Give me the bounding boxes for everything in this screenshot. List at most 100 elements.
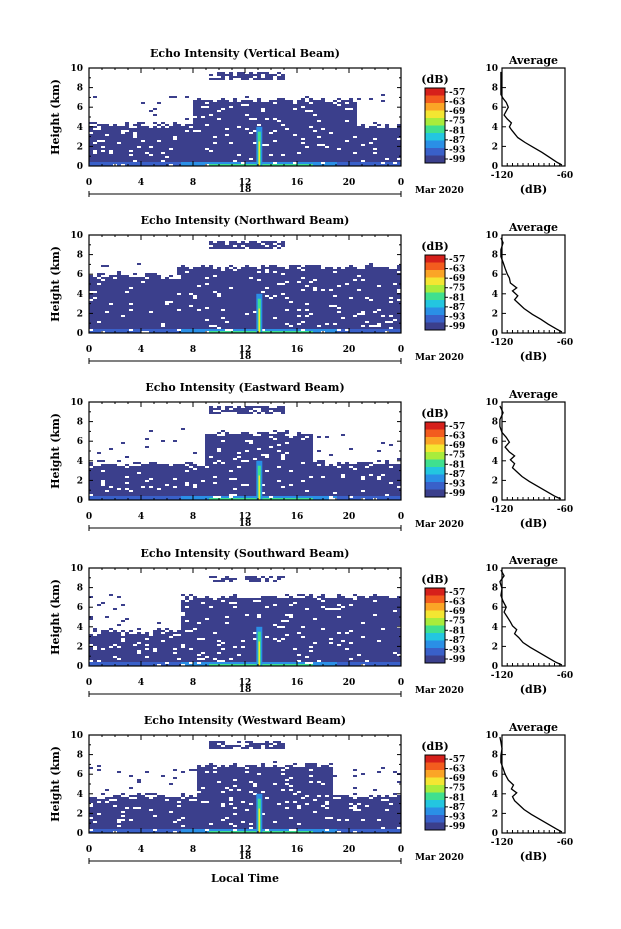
heatmap-cell — [253, 247, 257, 249]
heatmap-cell — [113, 311, 117, 313]
heatmap-cell — [301, 148, 305, 150]
heatmap-cell — [193, 319, 197, 321]
heatmap-cell — [373, 146, 377, 148]
heatmap-cell — [241, 303, 245, 305]
heatmap-cell — [233, 148, 237, 150]
heatmap-cell — [353, 299, 357, 301]
heatmap-cell — [305, 283, 309, 285]
heatmap-cell — [165, 305, 169, 307]
heatmap-cell — [185, 311, 189, 313]
heatmap-cell — [205, 112, 209, 114]
heatmap-cell — [109, 293, 113, 295]
heatmap-cell — [197, 140, 201, 142]
heatmap-cell — [309, 116, 313, 118]
heatmap-cell — [125, 154, 129, 156]
heatmap-cell — [293, 279, 297, 281]
heatmap-cell — [397, 160, 401, 162]
heatmap-cell — [253, 102, 257, 104]
heatmap-cell — [381, 313, 385, 315]
heatmap-cell — [249, 72, 253, 74]
heatmap-cell — [169, 285, 173, 287]
heatmap-cell — [353, 319, 357, 321]
heatmap-cell — [177, 152, 181, 154]
heatmap-cell — [381, 309, 385, 311]
heatmap-cell — [105, 297, 109, 299]
heatmap-cell — [289, 102, 293, 104]
heatmap-cell — [209, 247, 213, 249]
heatmap-cell — [385, 138, 389, 140]
heatmap-cell — [169, 287, 173, 289]
heatmap-cell — [269, 152, 273, 154]
heatmap-cell — [269, 309, 273, 311]
heatmap-cell — [169, 154, 173, 156]
heatmap-cell — [161, 279, 165, 281]
colorbar-segment — [425, 255, 445, 263]
heatmap-cell — [373, 289, 377, 291]
heatmap-cell — [337, 154, 341, 156]
heatmap-cell — [297, 158, 301, 160]
heatmap-cell — [297, 160, 301, 162]
heatmap-cell — [281, 295, 285, 297]
heatmap-cell — [309, 277, 313, 279]
heatmap-cell — [121, 156, 125, 158]
heatmap-cell — [129, 325, 133, 327]
heatmap-cell — [89, 307, 93, 309]
heatmap-cell — [117, 279, 121, 281]
heatmap-cell — [377, 156, 381, 158]
heatmap-cell — [253, 277, 257, 279]
heatmap-cell — [297, 269, 301, 271]
heatmap-cell — [269, 76, 273, 78]
heatmap-cell — [317, 297, 321, 299]
heatmap-cell — [173, 154, 177, 156]
heatmap-cell — [189, 158, 193, 160]
heatmap-cell — [365, 287, 369, 289]
heatmap-cell — [185, 136, 189, 138]
heatmap-cell — [89, 130, 93, 132]
heatmap-cell — [197, 116, 201, 118]
heatmap-cell — [249, 309, 253, 311]
heatmap-cell — [153, 134, 157, 136]
heatmap-cell — [321, 102, 325, 104]
heatmap-cell — [105, 295, 109, 297]
heatmap-cell — [229, 321, 233, 323]
heatmap-cell — [349, 132, 353, 134]
heatmap-cell — [309, 285, 313, 287]
heatmap-cell — [225, 136, 229, 138]
heatmap-cell — [325, 315, 329, 317]
heatmap-cell — [97, 494, 101, 496]
heatmap-cell — [357, 150, 361, 152]
colorbar-tick-label: -57 — [449, 255, 465, 265]
heatmap-cell — [293, 104, 297, 106]
heatmap-cell — [169, 291, 173, 293]
heatmap-cell — [385, 281, 389, 283]
heatmap-cell — [305, 128, 309, 130]
heatmap-cell — [365, 275, 369, 277]
heatmap-cell — [185, 140, 189, 142]
heatmap-cell — [337, 116, 341, 118]
heatmap-cell — [113, 148, 117, 150]
heatmap-cell — [189, 321, 193, 323]
heatmap-cell — [125, 299, 129, 301]
heatmap-cell — [109, 480, 113, 482]
heatmap-cell — [353, 148, 357, 150]
heatmap-cell — [337, 299, 341, 301]
heatmap-cell — [161, 162, 165, 164]
heatmap-cell — [241, 136, 245, 138]
heatmap-cell — [117, 160, 121, 162]
heatmap-cell — [397, 319, 401, 321]
heatmap-cell — [89, 331, 93, 333]
heatmap-cell — [345, 144, 349, 146]
heatmap-cell — [249, 311, 253, 313]
heatmap-cell — [169, 309, 173, 311]
heatmap-cell — [249, 275, 253, 277]
heatmap-cell — [229, 309, 233, 311]
heatmap-cell — [389, 273, 393, 275]
heatmap-cell — [193, 281, 197, 283]
heatmap-cell — [349, 271, 353, 273]
heatmap-cell — [177, 303, 181, 305]
heatmap-cell — [345, 319, 349, 321]
heatmap-cell — [325, 285, 329, 287]
heatmap-cell — [189, 303, 193, 305]
heatmap-cell — [229, 277, 233, 279]
heatmap-cell — [381, 160, 385, 162]
